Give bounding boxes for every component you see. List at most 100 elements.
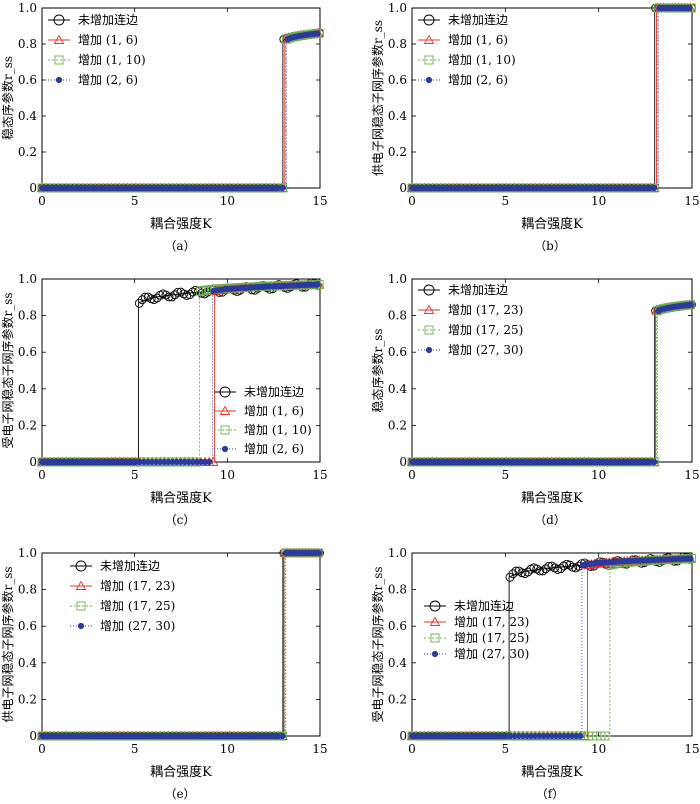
series-edge-b-e: [38, 549, 322, 740]
legend-marker-edge-c-a: [56, 77, 61, 82]
x-axis-label-e: 耦合强度K: [150, 764, 212, 780]
y-tick-label-e: 0.8: [18, 583, 37, 597]
y-tick-label-a: 0.2: [18, 145, 37, 159]
x-tick-label-a: 0: [38, 194, 46, 208]
legend-label-no-edge-f: 未增加连边: [454, 598, 514, 613]
y-axis-label-d: 稳态序参数r_ss: [370, 328, 385, 412]
legend-b: 未增加连边增加 (1, 6)增加 (1, 10)增加 (2, 6): [418, 12, 516, 87]
x-tick-label-d: 0: [408, 468, 416, 482]
series-line-edge-b-e: [42, 553, 320, 736]
legend-label-edge-c-d: 增加 (27, 30): [448, 343, 523, 357]
plot-frame-e: [42, 553, 320, 736]
x-tick-label-a: 15: [312, 194, 327, 208]
data-point-edge-c-c: [207, 459, 212, 464]
data-point-edge-c-d: [689, 302, 694, 307]
y-tick-label-e: 0.2: [18, 692, 37, 706]
legend-c: 未增加连边增加 (1, 6)增加 (1, 10)增加 (2, 6): [214, 384, 312, 456]
panel-c: 0 5 10 15 0 0.2 0.4 0.6 0.8 1.0 耦合强度K 受电子网稳态子网序参数r_…: [0, 272, 328, 527]
series-line-no-edge-e: [42, 553, 320, 736]
legend-marker-edge-c-d: [426, 347, 431, 352]
legend-label-no-edge-b: 未增加连边: [448, 12, 508, 27]
series-edge-b-f: [408, 555, 695, 740]
series-edge-a-e: [38, 549, 322, 740]
legend-label-edge-c-c: 增加 (2, 6): [244, 442, 304, 456]
legend-label-edge-a-d: 增加 (17, 23): [448, 303, 523, 317]
panel-label-e: （e）: [164, 787, 195, 801]
x-axis-label-d: 耦合强度K: [521, 490, 583, 506]
y-axis-label-b: 供电子网稳态子网序参数r_ss: [370, 20, 385, 176]
y-tick-label-b: 0.2: [388, 145, 407, 159]
y-tick-label-d: 0.4: [388, 382, 407, 396]
y-tick-label-f: 0.2: [388, 692, 407, 706]
y-tick-label-e: 0.4: [18, 656, 37, 670]
y-tick-label-f: 0.6: [388, 619, 407, 633]
data-point-edge-c-c: [315, 282, 320, 287]
y-tick-label-b: 0: [399, 181, 407, 195]
series-edge-c-c: [39, 282, 320, 465]
legend-label-edge-b-b: 增加 (1, 10): [448, 53, 516, 67]
x-tick-label-c: 5: [131, 468, 139, 482]
x-tick-label-e: 10: [220, 742, 235, 756]
legend-marker-edge-a-c: [221, 407, 230, 415]
series-edge-b-c: [38, 281, 323, 466]
legend-marker-edge-a-a: [55, 36, 64, 44]
data-point-edge-c-a: [315, 31, 320, 36]
series-line-edge-c-e: [42, 553, 320, 736]
y-tick-label-c: 0.2: [18, 418, 37, 432]
legend-label-edge-b-d: 增加 (17, 25): [448, 323, 523, 337]
y-tick-label-d: 0.8: [388, 309, 407, 323]
y-tick-label-d: 1.0: [388, 272, 407, 286]
y-tick-label-b: 0.8: [388, 37, 407, 51]
data-point-no-edge-f: [506, 573, 514, 581]
x-tick-label-b: 10: [591, 194, 606, 208]
y-axis-label-a: 稳态序参数r_ss: [0, 56, 15, 140]
data-point-edge-c-b: [652, 185, 657, 190]
legend-label-edge-b-e: 增加 (17, 25): [100, 599, 175, 613]
y-tick-label-a: 0.6: [18, 73, 37, 87]
y-tick-label-c: 0.4: [18, 382, 37, 396]
data-point-edge-c-f: [688, 556, 693, 561]
x-tick-label-b: 15: [684, 194, 699, 208]
y-tick-label-c: 0.8: [18, 309, 37, 323]
legend-label-edge-c-a: 增加 (2, 6): [78, 73, 138, 87]
x-tick-label-d: 15: [684, 468, 699, 482]
series-line-edge-a-e: [42, 553, 320, 736]
data-point-edge-c-f: [578, 733, 583, 738]
panel-label-b: （b）: [534, 239, 566, 253]
data-point-no-edge-c: [135, 299, 143, 307]
legend-label-no-edge-d: 未增加连边: [448, 282, 508, 297]
legend-label-edge-a-e: 增加 (17, 23): [100, 579, 175, 593]
series-edge-c-f: [409, 556, 693, 739]
x-axis-label-a: 耦合强度K: [150, 216, 212, 232]
legend-label-edge-a-a: 增加 (1, 6): [78, 33, 138, 47]
y-tick-label-e: 0.6: [18, 619, 37, 633]
x-tick-label-f: 15: [684, 742, 699, 756]
y-axis-label-c: 受电子网稳态子网序参数r_ss: [0, 292, 15, 448]
x-axis-label-f: 耦合强度K: [521, 764, 583, 780]
legend-label-no-edge-a: 未增加连边: [78, 12, 138, 27]
panel-f: 0 5 10 1500.20.40.60.81.0耦合强度K受电子网稳态子网序参数r_…: [370, 546, 700, 801]
y-axis-label-f: 受电子网稳态子网序参数r_ss: [370, 566, 385, 722]
x-tick-label-e: 0: [38, 742, 46, 756]
x-tick-label-f: 0: [408, 742, 416, 756]
series-no-edge-c: [38, 279, 321, 466]
x-tick-label-a: 5: [131, 194, 139, 208]
x-tick-label-e: 5: [131, 742, 139, 756]
y-tick-label-b: 0.4: [388, 109, 407, 123]
x-tick-label-d: 5: [502, 468, 510, 482]
series-no-edge-e: [38, 549, 323, 740]
x-axis-label-c: 耦合强度K: [150, 490, 212, 506]
y-tick-label-c: 0.6: [18, 345, 37, 359]
x-tick-label-f: 5: [502, 742, 510, 756]
legend-label-edge-b-c: 增加 (1, 10): [244, 423, 312, 437]
y-tick-label-f: 0.4: [388, 656, 407, 670]
legend-f: 未增加连边增加 (17, 23)增加 (17, 25)增加 (27, 30): [424, 598, 529, 661]
panel-label-c: （c）: [165, 513, 196, 527]
legend-label-edge-b-a: 增加 (1, 10): [78, 53, 146, 67]
y-tick-label-f: 0: [399, 729, 407, 743]
series-no-edge-f: [408, 553, 693, 740]
x-tick-label-a: 10: [220, 194, 235, 208]
legend-label-edge-b-f: 增加 (17, 25): [454, 631, 529, 645]
series-edge-c-e: [39, 550, 321, 738]
